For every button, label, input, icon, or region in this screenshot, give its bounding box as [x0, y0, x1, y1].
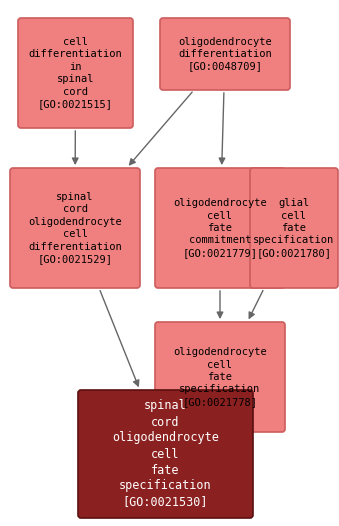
- FancyBboxPatch shape: [160, 18, 290, 90]
- FancyBboxPatch shape: [10, 168, 140, 288]
- FancyBboxPatch shape: [18, 18, 133, 128]
- FancyBboxPatch shape: [250, 168, 338, 288]
- Text: spinal
cord
oligodendrocyte
cell
fate
specification
[GO:0021530]: spinal cord oligodendrocyte cell fate sp…: [112, 400, 219, 509]
- Text: cell
differentiation
in
spinal
cord
[GO:0021515]: cell differentiation in spinal cord [GO:…: [28, 37, 122, 109]
- Text: oligodendrocyte
cell
fate
specification
[GO:0021778]: oligodendrocyte cell fate specification …: [173, 347, 267, 407]
- Text: glial
cell
fate
specification
[GO:0021780]: glial cell fate specification [GO:002178…: [253, 198, 335, 258]
- FancyBboxPatch shape: [155, 322, 285, 432]
- Text: spinal
cord
oligodendrocyte
cell
differentiation
[GO:0021529]: spinal cord oligodendrocyte cell differe…: [28, 192, 122, 264]
- Text: oligodendrocyte
differentiation
[GO:0048709]: oligodendrocyte differentiation [GO:0048…: [178, 37, 272, 72]
- FancyBboxPatch shape: [155, 168, 285, 288]
- Text: oligodendrocyte
cell
fate
commitment
[GO:0021779]: oligodendrocyte cell fate commitment [GO…: [173, 198, 267, 258]
- FancyBboxPatch shape: [78, 390, 253, 518]
